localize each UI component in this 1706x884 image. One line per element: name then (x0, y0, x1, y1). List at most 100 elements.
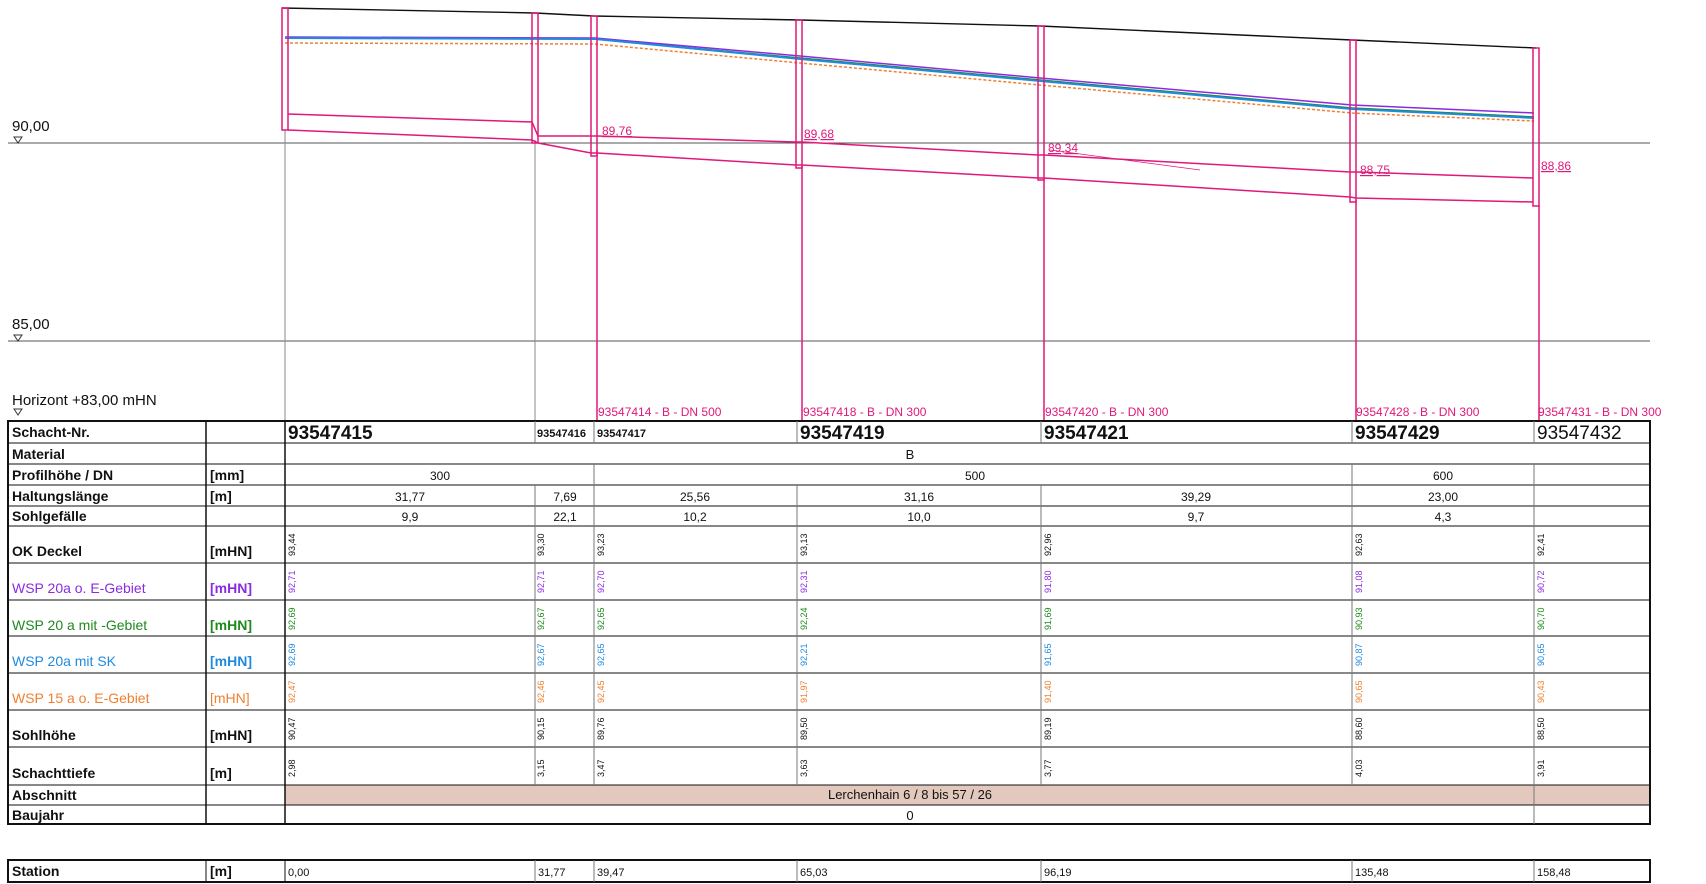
row-label-abschnitt: Abschnitt (12, 787, 77, 803)
station-unit: [m] (210, 863, 232, 879)
wsp-20a-sk-value: 92,67 (536, 643, 546, 666)
pipe-crown-line (287, 113, 1534, 179)
wsp-15a-value: 92,46 (536, 680, 546, 703)
haltungslaenge-value: 23,00 (1428, 490, 1458, 504)
station-value: 158,48 (1537, 867, 1571, 879)
sohlgefaelle-value: 9,7 (1188, 510, 1205, 524)
schacht-nr: 93547419 (800, 423, 885, 444)
sohlhoehe-value: 89,19 (1043, 717, 1053, 740)
station-value: 0,00 (288, 867, 309, 879)
wsp-15a-value: 92,47 (287, 680, 297, 703)
wsp-20a-sk-value: 92,69 (287, 643, 297, 666)
schacht-nr: 93547416 (537, 428, 586, 440)
schacht-nr: 93547421 (1044, 423, 1129, 444)
pipe-label: 93547420 - B - DN 300 (1045, 405, 1169, 419)
haltungslaenge-value: 7,69 (553, 490, 577, 504)
wsp-20a-mit-value: 90,93 (1354, 607, 1364, 630)
sohlhoehe-value: 89,50 (799, 717, 809, 740)
haltungslaenge-value: 31,77 (395, 490, 425, 504)
pipe-label: 93547418 - B - DN 300 (803, 405, 927, 419)
row-label-tiefe: Schachttiefe (12, 765, 95, 781)
sohlgefaelle-value: 10,2 (683, 510, 707, 524)
wsp-15a-value: 90,43 (1536, 680, 1546, 703)
sohlhoehe-value: 88,60 (1354, 717, 1364, 740)
baujahr-value: 0 (906, 808, 913, 823)
wsp-15a-line (284, 42, 1535, 122)
row-label-schacht: Schacht-Nr. (12, 424, 90, 440)
elevation-label-85: 85,00 (12, 316, 50, 333)
unit-wsp20mit: [mHN] (210, 617, 252, 633)
schachttiefe-value: 3,77 (1043, 759, 1053, 777)
station-table: Station [m] 0,00 31,77 39,47 65,03 96,19… (7, 859, 1651, 883)
wsp-20a-line (284, 36, 1535, 114)
wsp-20a-value: 90,72 (1536, 570, 1546, 593)
ok-deckel-value: 92,41 (1536, 533, 1546, 556)
ok-deckel-value: 92,96 (1043, 533, 1053, 556)
unit-wsp20sk: [mHN] (210, 653, 252, 669)
row-label-wsp15: WSP 15 a o. E-Gebiet (12, 690, 150, 706)
row-label-wsp20mit: WSP 20 a mit -Gebiet (12, 617, 147, 633)
wsp-20a-mit-value: 92,69 (287, 607, 297, 630)
wsp-20a-mit-value: 90,70 (1536, 607, 1546, 630)
sohlgefaelle-value: 4,3 (1435, 510, 1452, 524)
station-label: Station (12, 863, 59, 879)
unit-tiefe: [m] (210, 765, 232, 781)
wsp-20a-values: 92,71 92,71 92,70 92,31 91,80 91,08 90,72 (287, 570, 1546, 593)
row-label-sohl: Sohlhöhe (12, 727, 76, 743)
profilhoehe-value: 500 (965, 469, 985, 483)
ok-deckel-value: 93,30 (536, 533, 546, 556)
pipe-label: 93547428 - B - DN 300 (1356, 405, 1480, 419)
schachttiefe-values: 2,98 3,15 3,47 3,63 3,77 4,03 3,91 (287, 759, 1546, 777)
wsp-20a-sk-value: 92,21 (799, 643, 809, 666)
wsp-15a-value: 90,65 (1354, 680, 1364, 703)
station-value: 39,47 (597, 867, 625, 879)
schachttiefe-value: 3,91 (1536, 759, 1546, 777)
pipe-profile (281, 7, 1540, 420)
schachttiefe-value: 4,03 (1354, 759, 1364, 777)
wsp-20a-sk-values: 92,69 92,67 92,65 92,21 91,65 90,87 90,65 (287, 643, 1546, 666)
invert-label: 88,75 (1360, 163, 1390, 177)
elevation-label-90: 90,00 (12, 118, 50, 135)
row-label-haltung: Haltungslänge (12, 488, 109, 504)
ok-deckel-value: 93,23 (596, 533, 606, 556)
ok-deckel-value: 93,44 (287, 533, 297, 556)
wsp-20a-sk-value: 92,65 (596, 643, 606, 666)
invert-label: 89,68 (804, 127, 834, 141)
shaft-93547417 (590, 15, 598, 157)
sohlgefaelle-value: 22,1 (553, 510, 577, 524)
wsp-20a-value: 91,08 (1354, 570, 1364, 593)
wsp-20a-mit-value: 92,65 (596, 607, 606, 630)
ok-deckel-value: 93,13 (799, 533, 809, 556)
wsp-15a-values: 92,47 92,46 92,45 91,97 91,40 90,65 90,43 (287, 680, 1546, 703)
shaft-93547429 (1349, 39, 1357, 203)
sohlhoehe-value: 90,47 (287, 717, 297, 740)
invert-labels: 89,76 89,68 89,34 88,75 88,86 (602, 124, 1571, 177)
sohlhoehe-value: 90,15 (536, 717, 546, 740)
row-label-gefaelle: Sohlgefälle (12, 508, 87, 524)
station-value: 31,77 (538, 867, 566, 879)
shaft-93547421 (1037, 25, 1045, 181)
row-label-wsp20sk: WSP 20a mit SK (12, 653, 117, 669)
schachttiefe-value: 2,98 (287, 759, 297, 777)
abschnitt-bg (285, 785, 1650, 805)
unit-profil: [mm] (210, 467, 244, 483)
sohlhoehe-values: 90,47 90,15 89,76 89,50 89,19 88,60 88,50 (287, 717, 1546, 740)
shaft-93547415 (281, 7, 289, 131)
wsp-20a-sk-line (284, 37, 1535, 119)
sohlgefaelle-value: 9,9 (402, 510, 419, 524)
schacht-nr: 93547417 (597, 428, 646, 440)
station-guides (284, 130, 536, 420)
invert-label: 89,34 (1048, 141, 1078, 155)
schacht-nr: 93547429 (1355, 423, 1440, 444)
table-frame (7, 420, 1651, 825)
shaft-93547419 (795, 19, 803, 169)
material-value: B (906, 447, 915, 462)
profilhoehe-value: 300 (430, 469, 450, 483)
sohlgefaelle-value: 10,0 (907, 510, 931, 524)
row-label-material: Material (12, 446, 65, 462)
water-levels (284, 36, 1535, 122)
unit-deckel: [mHN] (210, 543, 252, 559)
wsp-20a-value: 92,31 (799, 570, 809, 593)
invert-label: 88,86 (1541, 159, 1571, 173)
